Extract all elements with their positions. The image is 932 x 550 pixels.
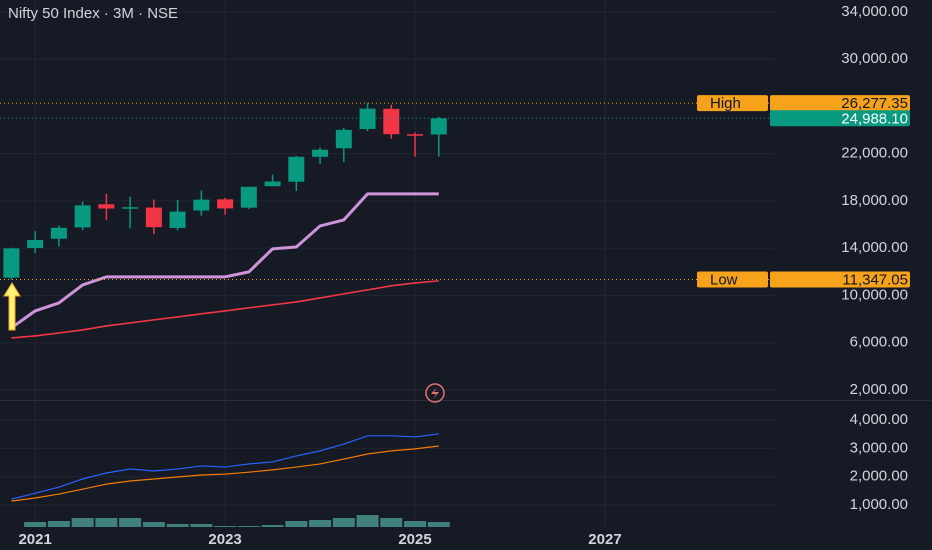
candle-body xyxy=(383,108,400,135)
candle-body xyxy=(217,199,234,209)
candle-body xyxy=(288,156,305,182)
price-name: Low xyxy=(710,271,738,288)
volume-bar xyxy=(404,521,427,527)
volume-bar xyxy=(71,517,94,527)
chart-title: Nifty 50 Index · 3M · NSE xyxy=(8,5,178,22)
y-tick-label: 14,000.00 xyxy=(841,239,908,256)
x-tick-label: 2025 xyxy=(398,531,431,548)
price-name: High xyxy=(710,95,741,112)
volume-bar xyxy=(166,523,189,527)
price-name-bg xyxy=(697,271,768,288)
price-label-bg xyxy=(770,271,910,288)
candle-body xyxy=(169,211,186,228)
volume-bar xyxy=(190,523,213,527)
indicator-line xyxy=(11,445,439,502)
candle-body xyxy=(50,227,67,239)
volume-bar xyxy=(237,526,260,527)
volume-bar xyxy=(285,521,308,527)
candle-body xyxy=(122,207,139,209)
candle-body xyxy=(359,108,376,129)
candle-body xyxy=(335,129,352,149)
y-tick-label: 2,000.00 xyxy=(850,381,908,398)
y-tick-label: 4,000.00 xyxy=(850,411,908,428)
y-tick-label: 10,000.00 xyxy=(841,286,908,303)
volume-bar xyxy=(380,517,403,527)
y-tick-label: 22,000.00 xyxy=(841,145,908,162)
y-tick-label: 1,000.00 xyxy=(850,496,908,513)
candle-body xyxy=(98,204,115,209)
candle-body xyxy=(145,207,162,228)
price-label: 26,277.35 xyxy=(841,95,908,112)
overlay-line xyxy=(11,280,439,339)
price-label: 24,988.10 xyxy=(841,110,908,127)
x-tick-label: 2021 xyxy=(18,531,51,548)
candle-body xyxy=(407,134,424,136)
candle-body xyxy=(240,186,257,208)
volume-bar xyxy=(142,521,165,527)
price-label: 11,347.05 xyxy=(842,271,908,288)
volume-bar xyxy=(356,515,379,527)
price-label-bg xyxy=(770,95,910,112)
event-icon xyxy=(425,383,445,403)
x-tick-label: 2027 xyxy=(588,531,621,548)
volume-bar xyxy=(332,517,355,527)
price-label-bg xyxy=(770,110,910,127)
volume-bar xyxy=(214,526,237,527)
plot: 2021 2023 2025 2027 2,000.00 6,000.00 10,000.0… xyxy=(0,0,910,548)
y-tick-label: 2,000.00 xyxy=(850,468,908,485)
signal-arrow xyxy=(3,282,21,331)
candle-body xyxy=(74,205,91,228)
candle-body xyxy=(430,118,447,135)
y-tick-label: 6,000.00 xyxy=(850,334,908,351)
candle-body xyxy=(27,239,44,248)
volume-bar xyxy=(47,521,70,527)
price-name-bg xyxy=(697,95,768,112)
event-icon-bolt xyxy=(431,387,439,399)
y-tick-label: 34,000.00 xyxy=(841,3,908,20)
candle-body xyxy=(3,248,20,278)
volume-bar xyxy=(95,517,118,527)
y-tick-label: 3,000.00 xyxy=(850,439,908,456)
volume-bar xyxy=(24,521,47,527)
volume-bar xyxy=(309,520,332,527)
volume-bar xyxy=(119,517,142,527)
overlay-line xyxy=(10,192,439,330)
candle-body xyxy=(193,199,210,211)
x-tick-label: 2023 xyxy=(208,531,241,548)
y-tick-label: 18,000.00 xyxy=(841,192,908,209)
candle-body xyxy=(264,181,281,187)
candle-body xyxy=(312,149,329,157)
volume-bar xyxy=(427,521,450,527)
indicator-line xyxy=(11,433,439,500)
volume-bar xyxy=(261,525,284,527)
y-tick-label: 30,000.00 xyxy=(841,50,908,67)
